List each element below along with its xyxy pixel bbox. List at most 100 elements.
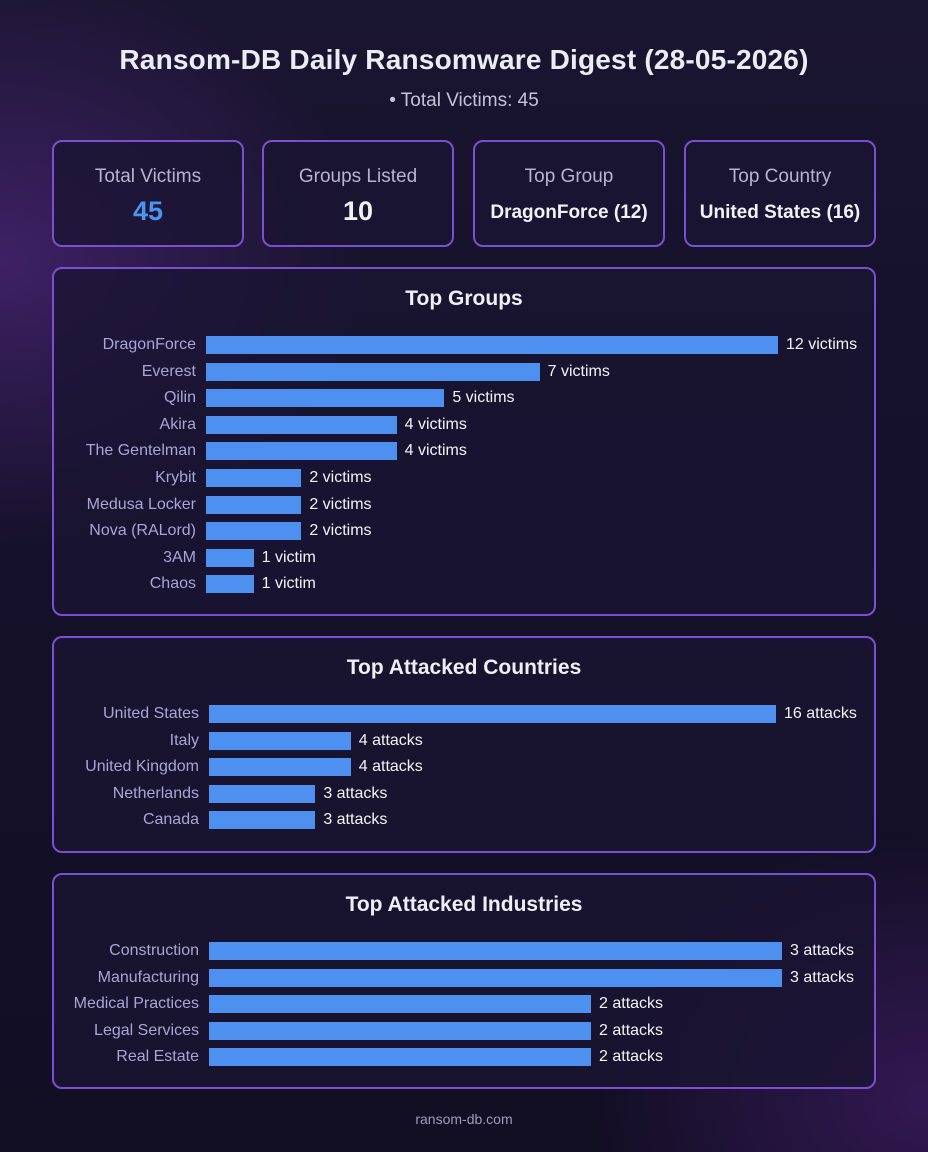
bar-value-label: 16 attacks (784, 705, 857, 722)
bar (209, 995, 591, 1014)
bar-value-label: 5 victims (452, 389, 515, 407)
stat-value: 10 (342, 196, 374, 226)
bar-category-label: Nova (RALord) (89, 522, 196, 540)
bar-category-label: Italy (169, 731, 199, 749)
bar (206, 389, 445, 408)
bar-value-label: 12 victims (786, 336, 858, 353)
page-subtitle: • Total Victims: 45 (389, 90, 539, 111)
bar (209, 705, 776, 723)
stat-value: 45 (132, 196, 164, 226)
bar-category-label: Krybit (155, 469, 196, 486)
stat-label: Groups Listed (298, 166, 418, 187)
chart-title: Top Attacked Countries (346, 656, 582, 679)
chart-title: Top Attacked Industries (345, 893, 583, 916)
bar (206, 415, 397, 434)
bar-row: Qilin 5 victims (54, 388, 874, 408)
bar (209, 1048, 591, 1067)
bar-row: Real Estate 2 attacks (54, 1047, 874, 1067)
bar-value-label: 4 victims (404, 442, 467, 460)
bar (206, 442, 397, 461)
bar-category-label: Medusa Locker (86, 495, 196, 513)
chart-panel-top-countries: Top Attacked Countries United States 16 a… (52, 636, 876, 853)
bar-row: Nova (RALord) 2 victims (54, 521, 874, 541)
bar (209, 758, 351, 777)
footer-source: ransom-db.com (415, 1111, 513, 1127)
stat-value: DragonForce (12) (490, 202, 648, 223)
bar-category-label: 3AM (163, 548, 196, 566)
stat-card-top-group: Top Group DragonForce (12) (473, 140, 665, 247)
bar-row: Construction 3 attacks (54, 941, 874, 961)
bar-category-label: The Gentelman (85, 442, 196, 460)
bar-value-label: 1 victim (261, 575, 316, 593)
stat-label: Top Country (728, 166, 832, 187)
bar-category-label: Manufacturing (97, 968, 199, 986)
bar-category-label: Akira (159, 415, 196, 433)
bar-category-label: Chaos (149, 575, 196, 593)
bar-row: Medusa Locker 2 victims (54, 495, 874, 515)
bar-category-label: Qilin (163, 389, 196, 407)
bar (209, 968, 782, 987)
bar-row: Netherlands 3 attacks (54, 784, 874, 804)
bar-row: Legal Services 2 attacks (54, 1021, 874, 1041)
bar-value-label: 2 victims (309, 522, 372, 540)
stat-card-top-country: Top Country United States (16) (684, 140, 876, 247)
bar-value-label: 3 attacks (323, 811, 388, 829)
bar-value-label: 2 victims (309, 495, 372, 513)
bar (209, 784, 316, 803)
page-title: Ransom-DB Daily Ransomware Digest (28-05… (119, 44, 809, 75)
chart-panel-top-groups: Top Groups DragonForce 12 victims Everest 7… (52, 267, 876, 616)
bar (206, 575, 254, 594)
bar-value-label: 3 attacks (790, 968, 855, 986)
bar-category-label: Medical Practices (73, 995, 199, 1013)
bar (206, 522, 302, 541)
stat-value: United States (16) (699, 202, 861, 223)
bar-value-label: 4 victims (404, 415, 467, 433)
bar (209, 1021, 591, 1040)
bar (209, 811, 316, 830)
bar-category-label: Real Estate (116, 1048, 199, 1066)
bar-category-label: Legal Services (94, 1021, 199, 1039)
bar-row: United Kingdom 4 attacks (54, 757, 874, 777)
bar-value-label: 4 attacks (358, 731, 423, 749)
bar (209, 731, 351, 750)
bar-row: United States 16 attacks (54, 704, 874, 724)
bar-category-label: United States (102, 705, 199, 722)
bar-value-label: 7 victims (547, 362, 610, 380)
bar (206, 469, 302, 487)
bar-category-label: Netherlands (112, 784, 199, 802)
bar-category-label: Everest (141, 362, 196, 380)
bar-row: 3AM 1 victim (54, 548, 874, 568)
bar-value-label: 3 attacks (790, 942, 855, 959)
chart-title: Top Groups (405, 287, 523, 310)
bar-row: Canada 3 attacks (54, 810, 874, 830)
bar (206, 548, 254, 567)
stat-card-groups-listed: Groups Listed 10 (262, 140, 454, 247)
bar-row: Medical Practices 2 attacks (54, 994, 874, 1014)
stat-label: Total Victims (94, 166, 202, 187)
bar-row: Everest 7 victims (54, 362, 874, 382)
header: Ransom-DB Daily Ransomware Digest (28-05… (0, 44, 928, 112)
bar-category-label: Canada (142, 811, 199, 829)
bar-value-label: 2 attacks (599, 995, 664, 1013)
bar-row: Manufacturing 3 attacks (54, 968, 874, 988)
bar-value-label: 2 attacks (599, 1048, 664, 1066)
bar-row: Krybit 2 victims (54, 468, 874, 488)
bar-row: Italy 4 attacks (54, 731, 874, 751)
bar (206, 362, 540, 381)
bar-category-label: Construction (109, 942, 199, 959)
bar-value-label: 2 attacks (599, 1021, 664, 1039)
bar-value-label: 2 victims (309, 469, 372, 486)
bar (209, 942, 782, 960)
chart-panel-top-industries: Top Attacked Industries Construction 3 at… (52, 873, 876, 1089)
bar-value-label: 3 attacks (323, 784, 388, 802)
bar-category-label: United Kingdom (85, 758, 199, 776)
bar (206, 495, 302, 514)
bar-category-label: DragonForce (102, 336, 196, 353)
bar-value-label: 4 attacks (358, 758, 423, 776)
bar-row: Akira 4 victims (54, 415, 874, 435)
bar-value-label: 1 victim (261, 548, 316, 566)
bar (206, 336, 778, 354)
bar-row: Chaos 1 victim (54, 574, 874, 594)
stat-label: Top Group (524, 166, 614, 187)
bar-row: The Gentelman 4 victims (54, 441, 874, 461)
